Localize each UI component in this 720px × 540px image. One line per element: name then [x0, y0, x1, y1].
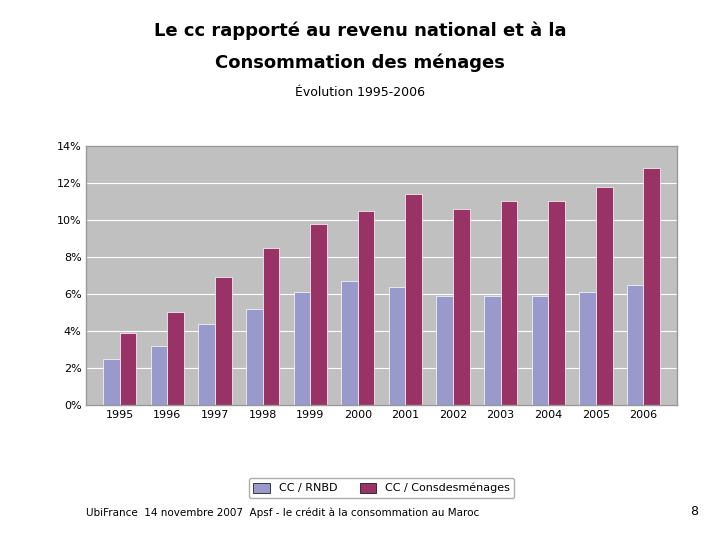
Bar	[405, 194, 422, 405]
Bar	[120, 333, 136, 405]
Text: 8: 8	[690, 505, 698, 518]
Text: Le cc rapporté au revenu national et à la: Le cc rapporté au revenu national et à l…	[154, 22, 566, 40]
Bar	[548, 201, 565, 405]
Bar	[150, 346, 167, 405]
Bar	[453, 209, 469, 405]
Bar	[246, 309, 263, 405]
Text: Consommation des ménages: Consommation des ménages	[215, 54, 505, 72]
Bar	[531, 296, 548, 405]
Bar	[579, 292, 596, 405]
Bar	[389, 287, 405, 405]
Bar	[627, 285, 644, 405]
Bar	[644, 168, 660, 405]
Legend: CC / RNBD, CC / Consdesménages: CC / RNBD, CC / Consdesménages	[249, 478, 514, 498]
Bar	[500, 201, 517, 405]
Bar	[103, 359, 120, 405]
Bar	[484, 296, 500, 405]
Bar	[596, 186, 613, 405]
Bar	[198, 323, 215, 405]
Bar	[263, 248, 279, 405]
Bar	[294, 292, 310, 405]
Text: UbiFrance  14 novembre 2007  Apsf - le crédit à la consommation au Maroc: UbiFrance 14 novembre 2007 Apsf - le cré…	[86, 508, 480, 518]
Bar	[358, 211, 374, 405]
Text: Évolution 1995-2006: Évolution 1995-2006	[295, 86, 425, 99]
Bar	[310, 224, 327, 405]
Bar	[341, 281, 358, 405]
Bar	[167, 313, 184, 405]
Bar	[436, 296, 453, 405]
Bar	[215, 277, 232, 405]
